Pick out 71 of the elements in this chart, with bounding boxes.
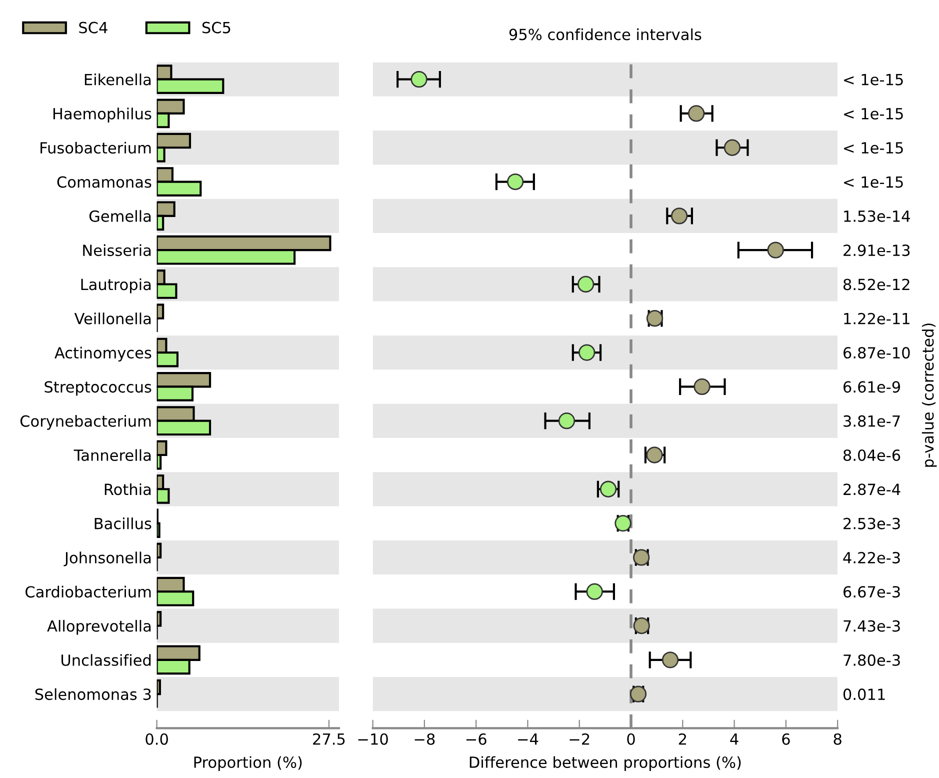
- y2-tick-label: 7.80e-3: [844, 654, 900, 666]
- y2-tick-label: 8.04e-6: [843, 449, 900, 462]
- point: [577, 276, 594, 293]
- y-tick-label: Alloprevotella: [47, 620, 151, 635]
- y2-tick-label: 1.22e-11: [844, 312, 910, 324]
- y2-tick-label: 6.67e-3: [844, 586, 900, 598]
- y-tick-label: Gemella: [89, 210, 151, 222]
- y2-tick-label: 0.011: [843, 688, 885, 700]
- x-tick-label: 6: [782, 733, 790, 745]
- y-tick-label: Bacillus: [94, 517, 152, 530]
- y-tick-label: Streptococcus: [44, 381, 152, 396]
- point: [662, 652, 679, 668]
- y2-tick-label: 2.91e-13: [844, 244, 910, 256]
- y-tick-label: Comamonas: [57, 176, 152, 188]
- x-tick-label: −2: [570, 733, 590, 745]
- x-tick-label: −6: [466, 733, 486, 745]
- x-tick-label: 8: [834, 733, 842, 745]
- y2-tick-label: < 1e-15: [844, 142, 903, 154]
- y2-tick-label: 8.52e-12: [843, 278, 910, 290]
- y-tick-label: Tannerella: [74, 449, 151, 462]
- point: [600, 480, 617, 498]
- point: [670, 208, 688, 224]
- y2-tick-label: 7.43e-3: [844, 620, 900, 632]
- y-tick-label: Actinomyces: [54, 346, 152, 362]
- x-tick-label: 0: [627, 733, 635, 745]
- y2-tick-label: 6.61e-9: [844, 381, 900, 393]
- y2-tick-label: 1.53e-14: [844, 210, 910, 222]
- point: [558, 412, 576, 430]
- y-tick-label: Veillonella: [74, 312, 151, 324]
- y-tick-label: Cardiobacterium: [26, 586, 151, 598]
- y-tick-label: Fusobacterium: [40, 142, 151, 154]
- y2-tick-label: < 1e-15: [844, 74, 903, 86]
- legend-label: SC5: [202, 22, 230, 34]
- point: [506, 173, 524, 190]
- point: [410, 70, 428, 88]
- point: [586, 583, 603, 600]
- y-tick-label: Unclassified: [62, 654, 151, 666]
- y2-tick-label: 2.53e-3: [844, 518, 900, 530]
- x-tick-label: −8: [414, 733, 435, 745]
- point: [694, 378, 710, 396]
- x-tick-label: 0.0: [146, 733, 168, 745]
- x-tick-label: 4: [730, 734, 738, 745]
- point: [578, 344, 596, 361]
- y-tick-label: Eikenella: [84, 74, 151, 86]
- legend-label: SC4: [79, 22, 108, 34]
- x-tick-label: 2: [678, 733, 686, 745]
- y2-tick-label: 6.87e-10: [844, 347, 910, 359]
- y-tick-label: Corynebacterium: [20, 415, 151, 430]
- y2-tick-label: < 1e-15: [844, 108, 903, 120]
- x-tick-label: 27.5: [313, 733, 345, 745]
- point: [688, 105, 705, 122]
- y2-tick-label: 2.87e-4: [844, 484, 900, 496]
- y-tick-label: Haemophilus: [53, 108, 152, 122]
- point: [767, 242, 784, 258]
- x-tick-label: −10: [358, 733, 388, 745]
- y2-tick-label: 4.22e-3: [843, 552, 900, 564]
- point: [724, 139, 741, 156]
- y-tick-label: Selenomonas 3: [35, 688, 151, 700]
- point: [630, 686, 647, 702]
- y-tick-label: Rothia: [104, 483, 151, 496]
- y-tick-label: Neisseria: [83, 244, 151, 256]
- y-tick-label: Lautropia: [81, 278, 151, 294]
- chart-title: 95% confidence intervals: [509, 28, 702, 40]
- y-tick-label: Johnsonella: [64, 552, 151, 566]
- x-tick-label: −4: [518, 734, 538, 745]
- y2-axis-title: p-value (corrected): [922, 324, 937, 467]
- x-axis-title: Proportion (%): [194, 756, 302, 771]
- y2-tick-label: 3.81e-7: [844, 415, 900, 427]
- y2-tick-label: < 1e-15: [844, 176, 903, 188]
- point: [646, 446, 663, 464]
- x-axis-title: Difference between proportions (%): [470, 756, 741, 771]
